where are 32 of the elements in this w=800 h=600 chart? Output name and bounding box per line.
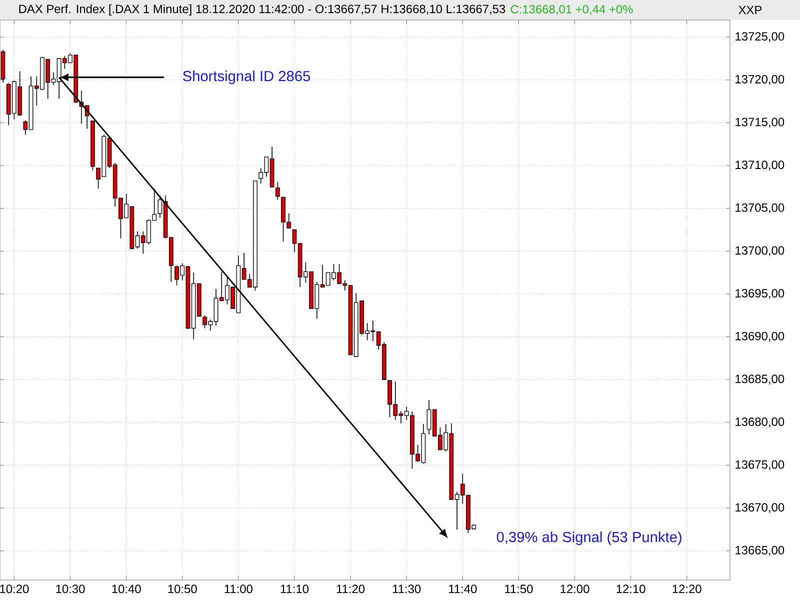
x-tick-label: 11:20	[336, 584, 365, 594]
x-tick-label: 10:20	[0, 584, 29, 594]
x-tick-label: 11:10	[280, 584, 309, 594]
y-tick-label: 13675,00	[736, 460, 784, 470]
y-tick-label: 13700,00	[736, 246, 784, 256]
text: XXP	[738, 6, 762, 14]
y-tick-label: 13670,00	[736, 503, 784, 513]
chart-subtitle: C:13668,01 +0,44 +0%	[510, 5, 633, 15]
x-tick-label: 12:20	[672, 584, 702, 594]
x-tick-label: 10:50	[168, 584, 197, 594]
x-tick-label: 10:40	[112, 584, 141, 594]
candlestick	[275, 181, 280, 200]
x-tick-label: 12:10	[616, 584, 646, 594]
y-tick-label: 13690,00	[736, 332, 784, 342]
y-tick-label: 13710,00	[736, 160, 784, 170]
annotation: Shortsignal ID 2865	[183, 70, 310, 84]
y-tick-label: 13685,00	[736, 374, 784, 385]
y-tick-label: 13725,00	[736, 32, 784, 42]
y-tick-label: 13665,00	[736, 546, 784, 556]
x-tick-label: 11:30	[392, 584, 421, 594]
y-tick-label: 13695,00	[736, 289, 784, 299]
y-tick-label: 13720,00	[736, 74, 784, 85]
x-tick-label: 11:00	[224, 584, 252, 594]
y-tick-label: 13715,00	[736, 118, 784, 128]
y-tick-label: 13705,00	[736, 203, 784, 214]
x-tick-label: 11:50	[505, 584, 533, 594]
y-tick-label: 13680,00	[736, 417, 784, 428]
x-tick-label: 10:30	[56, 584, 85, 594]
chart-title: DAX Perf. Index [.DAX 1 Minute] 18.12.2020 11:42:00 - O:13667,57 H:13668,10 L:13667,53	[19, 4, 506, 16]
annotation: 0,39% ab Signal (53 Punkte)	[496, 531, 682, 546]
x-tick-label: 12:00	[560, 584, 590, 594]
x-tick-label: 11:40	[449, 584, 477, 594]
